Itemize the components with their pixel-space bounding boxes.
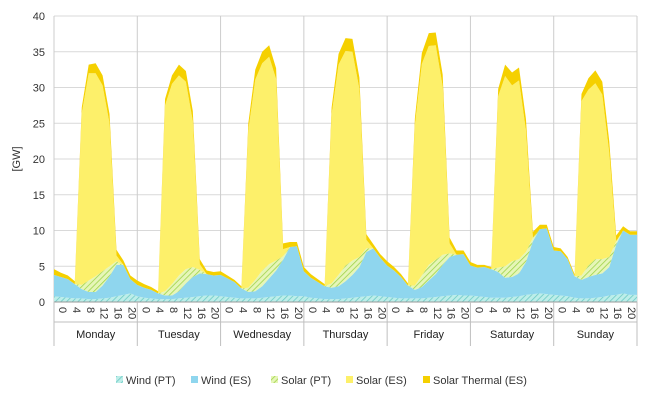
hour-tick-label: 4 [570, 307, 582, 313]
hour-tick-label: 4 [320, 307, 332, 313]
day-label: Monday [76, 329, 116, 341]
y-axis-label: [GW] [11, 146, 23, 171]
hour-tick-label: 12 [348, 307, 360, 319]
hour-tick-label: 0 [56, 307, 68, 313]
area-solar-pt [54, 228, 637, 296]
hour-tick-label: 0 [223, 307, 235, 313]
hour-tick-label: 12 [264, 307, 276, 319]
hour-tick-label: 16 [445, 307, 457, 319]
y-tick-label: 25 [33, 118, 45, 130]
day-label: Tuesday [158, 329, 200, 341]
day-label: Sunday [577, 329, 615, 341]
legend: Wind (PT) Wind (ES) Solar (PT) Solar (ES) So… [116, 375, 527, 387]
hour-tick-label: 0 [306, 307, 318, 313]
day-label: Thursday [323, 329, 369, 341]
hour-tick-label: 20 [542, 307, 554, 319]
y-tick-label: 20 [33, 154, 45, 166]
hour-tick-label: 16 [195, 307, 207, 319]
legend-swatch [423, 376, 430, 383]
hour-tick-label: 12 [597, 307, 609, 319]
hour-tick-label: 4 [486, 307, 498, 313]
legend-swatch [191, 376, 198, 383]
y-tick-label: 35 [33, 47, 45, 59]
hour-tick-label: 20 [209, 307, 221, 319]
hour-tick-label: 8 [334, 307, 346, 313]
area-wind-pt [54, 293, 637, 302]
hour-tick-label: 16 [112, 307, 124, 319]
hour-tick-label: 12 [514, 307, 526, 319]
hour-tick-label: 20 [375, 307, 387, 319]
hour-tick-label: 12 [181, 307, 193, 319]
hour-tick-label: 12 [98, 307, 110, 319]
legend-swatch [271, 376, 278, 383]
legend-swatch [346, 376, 353, 383]
hour-tick-label: 8 [583, 307, 595, 313]
hour-tick-label: 8 [417, 307, 429, 313]
hour-tick-label: 8 [84, 307, 96, 313]
hour-tick-label: 0 [139, 307, 151, 313]
hour-tick-label: 20 [625, 307, 637, 319]
legend-label: Wind (PT) [126, 375, 176, 387]
hour-tick-label: 0 [472, 307, 484, 313]
area-wind-es [54, 228, 637, 300]
area-series [54, 32, 637, 302]
day-label: Saturday [490, 329, 535, 341]
y-tick-label: 40 [33, 11, 45, 23]
hour-tick-label: 4 [153, 307, 165, 313]
hour-tick-label: 16 [361, 307, 373, 319]
legend-swatch [116, 376, 123, 383]
hour-tick-label: 16 [528, 307, 540, 319]
legend-label: Solar Thermal (ES) [433, 375, 527, 387]
legend-label: Solar (ES) [356, 375, 407, 387]
hour-tick-label: 4 [70, 307, 82, 313]
hour-tick-label: 8 [167, 307, 179, 313]
y-tick-label: 30 [33, 83, 45, 95]
hour-tick-label: 20 [292, 307, 304, 319]
legend-label: Wind (ES) [201, 375, 251, 387]
area-solar-es [54, 45, 637, 294]
hour-tick-label: 0 [389, 307, 401, 313]
day-label: Wednesday [233, 329, 291, 341]
hour-tick-label: 16 [611, 307, 623, 319]
y-tick-label: 10 [33, 226, 45, 238]
y-tick-label: 0 [39, 297, 45, 309]
legend-label: Solar (PT) [281, 375, 331, 387]
y-tick-label: 15 [33, 190, 45, 202]
hour-tick-label: 0 [556, 307, 568, 313]
day-label: Friday [414, 329, 445, 341]
hour-tick-label: 16 [278, 307, 290, 319]
hour-tick-label: 4 [236, 307, 248, 313]
hour-tick-label: 4 [403, 307, 415, 313]
y-tick-label: 5 [39, 261, 45, 273]
hour-tick-label: 8 [500, 307, 512, 313]
hour-tick-label: 20 [125, 307, 137, 319]
hour-tick-label: 20 [459, 307, 471, 319]
hour-tick-label: 12 [431, 307, 443, 319]
hour-tick-label: 8 [250, 307, 262, 313]
